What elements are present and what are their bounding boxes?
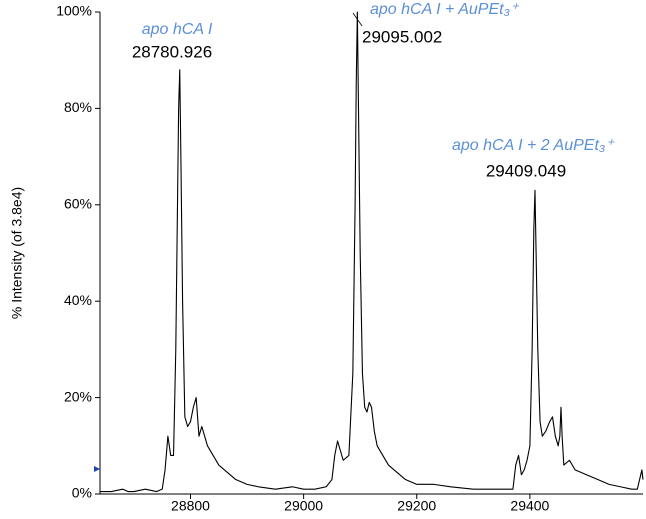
annotation: apo hCA I + 2 AuPEt₃⁺ xyxy=(452,137,615,154)
y-axis-label: % Intensity (of 3.8e4) xyxy=(9,187,25,319)
y-tick-label: 60% xyxy=(64,196,92,212)
annotation: apo hCA I xyxy=(142,21,213,38)
y-tick-label: 20% xyxy=(64,388,92,404)
annotation: 28780.926 xyxy=(132,42,212,61)
y-tick-label: 80% xyxy=(64,99,92,115)
y-tick-label: 100% xyxy=(56,3,92,19)
annotation: 29095.002 xyxy=(362,27,442,46)
x-tick-label: 29400 xyxy=(510,498,549,514)
x-tick-label: 29000 xyxy=(284,498,323,514)
x-tick-label: 29200 xyxy=(397,498,436,514)
annotation: 29409.049 xyxy=(486,161,566,180)
spectrum-line xyxy=(100,11,644,493)
annotation: apo hCA I + AuPEt₃⁺ xyxy=(370,1,520,18)
x-tick-label: 28800 xyxy=(171,498,210,514)
threshold-marker xyxy=(94,466,100,472)
y-tick-label: 0% xyxy=(72,485,92,501)
y-tick-label: 40% xyxy=(64,292,92,308)
